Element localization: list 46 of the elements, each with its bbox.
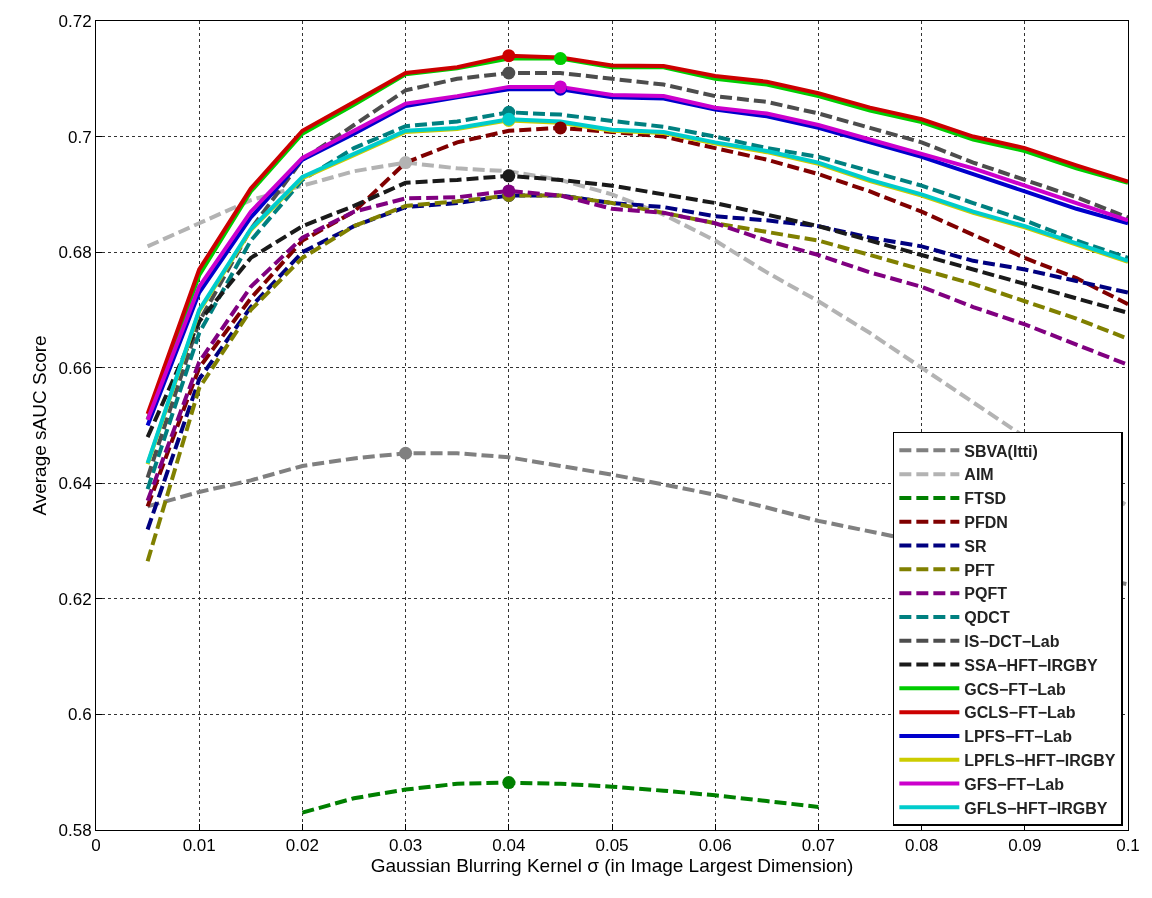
legend-label: SR xyxy=(964,537,988,555)
x-tick-label: 0.05 xyxy=(595,836,629,856)
x-tick-label: 0.02 xyxy=(285,836,319,856)
legend-label: QDCT xyxy=(964,609,1010,627)
point xyxy=(502,184,516,198)
legend-label: PQFT xyxy=(964,585,1008,603)
y-tick-label: 0.58 xyxy=(58,820,92,840)
legend-label: SBVA(Itti) xyxy=(964,442,1038,460)
y-tick-label: 0.72 xyxy=(58,11,92,31)
point xyxy=(502,776,516,790)
legend-label: GFLS−HFT−IRGBY xyxy=(964,799,1108,817)
legend-label: GCS−FT−Lab xyxy=(964,680,1066,698)
point xyxy=(502,169,516,183)
legend-label: SSA−HFT−IRGBY xyxy=(964,656,1099,674)
x-axis-title: Gaussian Blurring Kernel σ (in Image Largest Dimension) xyxy=(370,855,854,877)
legend-label: GCLS−FT−Lab xyxy=(964,704,1076,722)
legend-label: IS−DCT−Lab xyxy=(964,632,1060,650)
x-tick-label: 0.06 xyxy=(698,836,732,856)
x-tick-label: 0.1 xyxy=(1116,836,1140,856)
point xyxy=(502,49,516,63)
legend-label: FTSD xyxy=(964,490,1007,508)
y-tick-label: 0.7 xyxy=(67,127,92,147)
x-tick-label: 0.09 xyxy=(1008,836,1042,856)
legend-label: PFT xyxy=(964,561,995,579)
legend-label: PFDN xyxy=(964,513,1008,531)
x-tick-label: 0.04 xyxy=(492,836,526,856)
y-tick-label: 0.6 xyxy=(67,705,92,725)
x-tick-label: 0.08 xyxy=(905,836,939,856)
y-axis-title: Average sAUC Score xyxy=(29,335,51,516)
x-tick-label: 0.01 xyxy=(182,836,216,856)
point xyxy=(399,446,413,460)
x-tick-label: 0.03 xyxy=(389,836,423,856)
y-tick-label: 0.68 xyxy=(58,243,92,263)
legend-label: AIM xyxy=(964,466,994,484)
x-tick-label: 0 xyxy=(91,836,101,856)
point xyxy=(553,52,567,66)
legend-label: LPFLS−HFT−IRGBY xyxy=(964,751,1116,769)
point xyxy=(399,156,413,170)
point xyxy=(553,121,567,135)
legend-label: LPFS−FT−Lab xyxy=(964,728,1073,746)
legend-label: GFS−FT−Lab xyxy=(964,775,1065,793)
x-tick-label: 0.07 xyxy=(801,836,835,856)
y-tick-label: 0.66 xyxy=(58,358,92,378)
point xyxy=(502,66,516,80)
y-tick-label: 0.64 xyxy=(58,474,92,494)
y-tick-label: 0.62 xyxy=(58,589,92,609)
